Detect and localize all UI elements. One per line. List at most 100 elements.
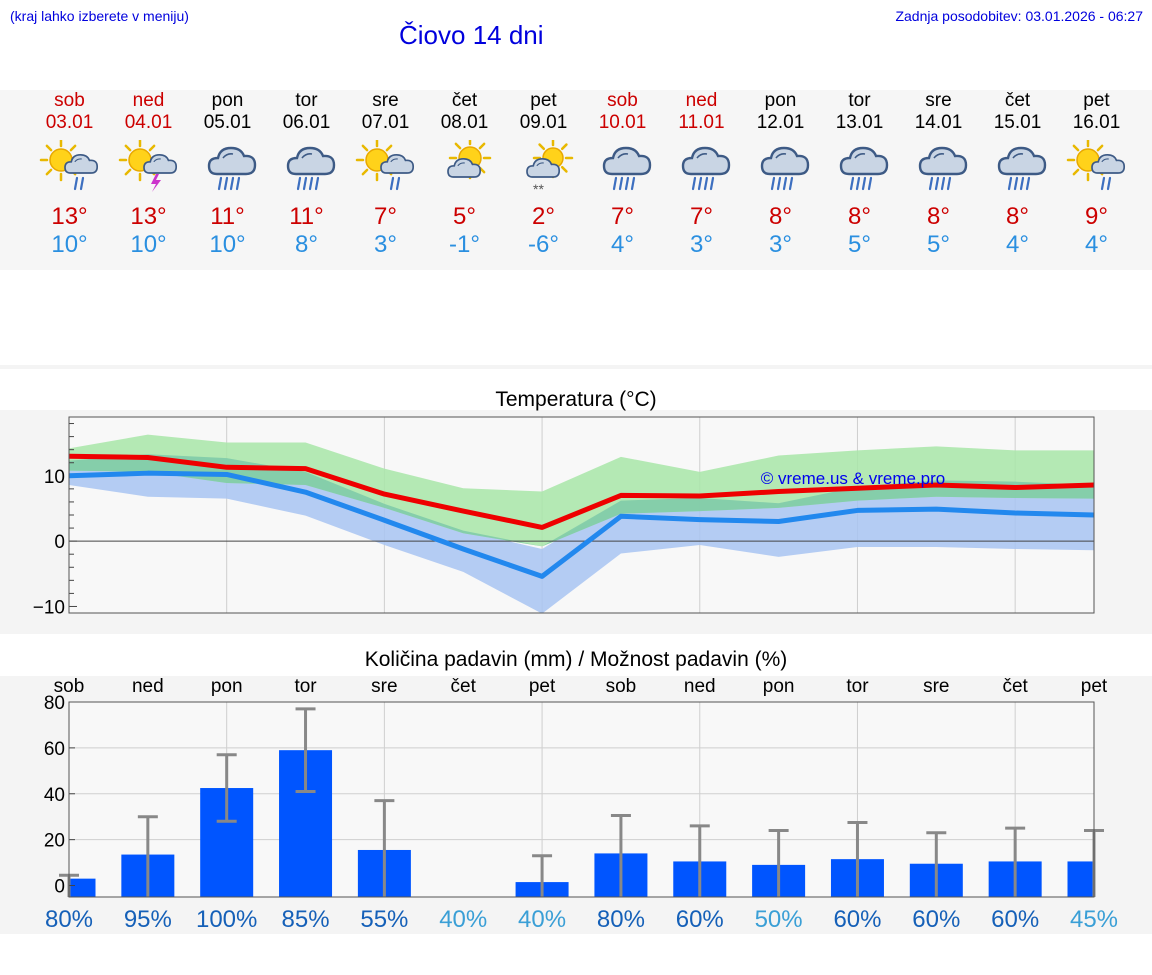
day-name: ned: [132, 90, 165, 111]
precipitation-probability: 60%: [991, 906, 1039, 933]
category-label: pet: [1081, 676, 1108, 697]
precipitation-chart: sob ned pon tor sre čet pet sob ned pon tor sre čet p…: [44, 676, 1118, 933]
day-date: 11.01: [678, 112, 725, 133]
max-temperature: 11°: [210, 203, 245, 230]
svg-text:**: **: [533, 181, 544, 197]
day-date: 05.01: [203, 112, 252, 133]
max-temperature: 11°: [289, 203, 324, 230]
day-name: ned: [685, 90, 718, 111]
precipitation-probability: 40%: [439, 906, 487, 933]
day-name: tor: [848, 90, 871, 111]
precipitation-chart-title: Količina padavin (mm) / Možnost padavin …: [364, 648, 788, 671]
day-date: 08.01: [440, 112, 489, 133]
category-label: pon: [211, 676, 243, 697]
day-date: 06.01: [282, 112, 331, 133]
max-temperature: 7°: [374, 203, 397, 230]
day-name: sob: [54, 90, 85, 111]
day-forecast: sob 10.01 7° 4°: [583, 90, 662, 259]
max-temperature: 13°: [51, 203, 88, 230]
divider: [0, 365, 1152, 369]
y-tick-label: −10: [33, 597, 65, 618]
category-label: čet: [1002, 676, 1028, 697]
day-name: sre: [372, 90, 399, 111]
max-temperature: 9°: [1085, 203, 1108, 230]
y-tick-label: 40: [44, 785, 65, 806]
day-name: tor: [295, 90, 318, 111]
category-label: čet: [451, 676, 477, 697]
max-temperature: 5°: [453, 203, 476, 230]
day-name: pet: [530, 90, 557, 111]
day-date: 12.01: [756, 112, 805, 133]
day-forecast: pon 05.01 11° 10°: [188, 90, 267, 259]
precipitation-probability: 60%: [833, 906, 881, 933]
page-title: Čiovo 14 dni: [399, 20, 544, 50]
day-name: čet: [1004, 90, 1031, 111]
y-tick-label: 60: [44, 739, 65, 760]
day-date: 10.01: [598, 112, 647, 133]
precipitation-bar: [1067, 861, 1094, 897]
category-label: tor: [294, 676, 317, 697]
precipitation-probability: 50%: [755, 906, 803, 933]
y-tick-label: 0: [54, 877, 65, 898]
category-label: sre: [923, 676, 949, 697]
cloud-rain-icon: [602, 146, 651, 191]
cloud-rain-icon: [681, 146, 730, 191]
precipitation-probability: 80%: [597, 906, 645, 933]
day-forecast: sre 07.01 7° 3°: [346, 90, 425, 259]
y-tick-label: 20: [44, 831, 65, 852]
min-temperature: 3°: [769, 231, 792, 258]
min-temperature: 4°: [1006, 231, 1029, 258]
day-forecast: pet 16.01 9° 4°: [1057, 90, 1136, 259]
day-name: čet: [451, 90, 478, 111]
category-label: ned: [684, 676, 716, 697]
precipitation-probability: 100%: [196, 906, 257, 933]
cloud-rain-icon: [997, 146, 1046, 191]
temperature-chart-title: Temperatura (°C): [495, 388, 657, 411]
min-temperature-line: [68, 470, 1095, 579]
max-temperature: 2°: [532, 203, 555, 230]
max-temperature: 8°: [927, 203, 950, 230]
day-forecast: ned 11.01 7° 3°: [662, 90, 741, 259]
day-name: pon: [764, 90, 797, 111]
day-name: sob: [607, 90, 638, 111]
category-label: pet: [529, 676, 556, 697]
cloud-rain-icon: [760, 146, 809, 191]
precipitation-probability: 45%: [1070, 906, 1118, 933]
day-date: 13.01: [835, 112, 884, 133]
sun-thunder-icon: [118, 140, 177, 192]
sun-cloud-rain-icon: [355, 140, 414, 191]
day-date: 03.01: [45, 112, 94, 133]
max-temperature-band: [69, 434, 1094, 547]
max-temperature: 7°: [690, 203, 713, 230]
day-name: pon: [211, 90, 244, 111]
day-date: 09.01: [519, 112, 568, 133]
y-tick-label: 0: [54, 532, 65, 553]
forecast-strip: sob 03.01 13° 10° ned 04.01 13° 10° pon 05.01 11° 1…: [0, 90, 1152, 270]
menu-hint: (kraj lahko izberete v meniju): [10, 8, 189, 24]
min-temperature: 3°: [690, 231, 713, 258]
y-tick-label: 80: [44, 693, 65, 714]
cloud-rain-icon: [839, 146, 888, 191]
day-date: 04.01: [124, 112, 173, 133]
min-temperature: 10°: [130, 231, 167, 258]
day-forecast: ned 04.01 13° 10°: [109, 90, 188, 259]
sun-cloud-rain-icon: [1066, 140, 1125, 191]
min-temperature: 10°: [51, 231, 88, 258]
day-date: 14.01: [914, 112, 963, 133]
day-forecast: tor 06.01 11° 8°: [267, 90, 346, 259]
day-forecast: čet 15.01 8° 4°: [978, 90, 1057, 259]
min-temperature: -1°: [449, 231, 480, 258]
precipitation-probability: 60%: [676, 906, 724, 933]
day-forecast: sre 14.01 8° 5°: [899, 90, 978, 259]
cloud-rain-icon: [918, 146, 967, 191]
day-date: 16.01: [1072, 112, 1121, 133]
sun-cloud-icon: [446, 140, 491, 180]
category-label: tor: [846, 676, 869, 697]
precipitation-probability: 80%: [45, 906, 93, 933]
day-name: sre: [925, 90, 952, 111]
max-temperature: 8°: [848, 203, 871, 230]
day-forecast: sob 03.01 13° 10°: [30, 90, 109, 259]
category-label: sob: [606, 676, 637, 697]
min-temperature: 5°: [927, 231, 950, 258]
precipitation-bar: [69, 878, 96, 897]
